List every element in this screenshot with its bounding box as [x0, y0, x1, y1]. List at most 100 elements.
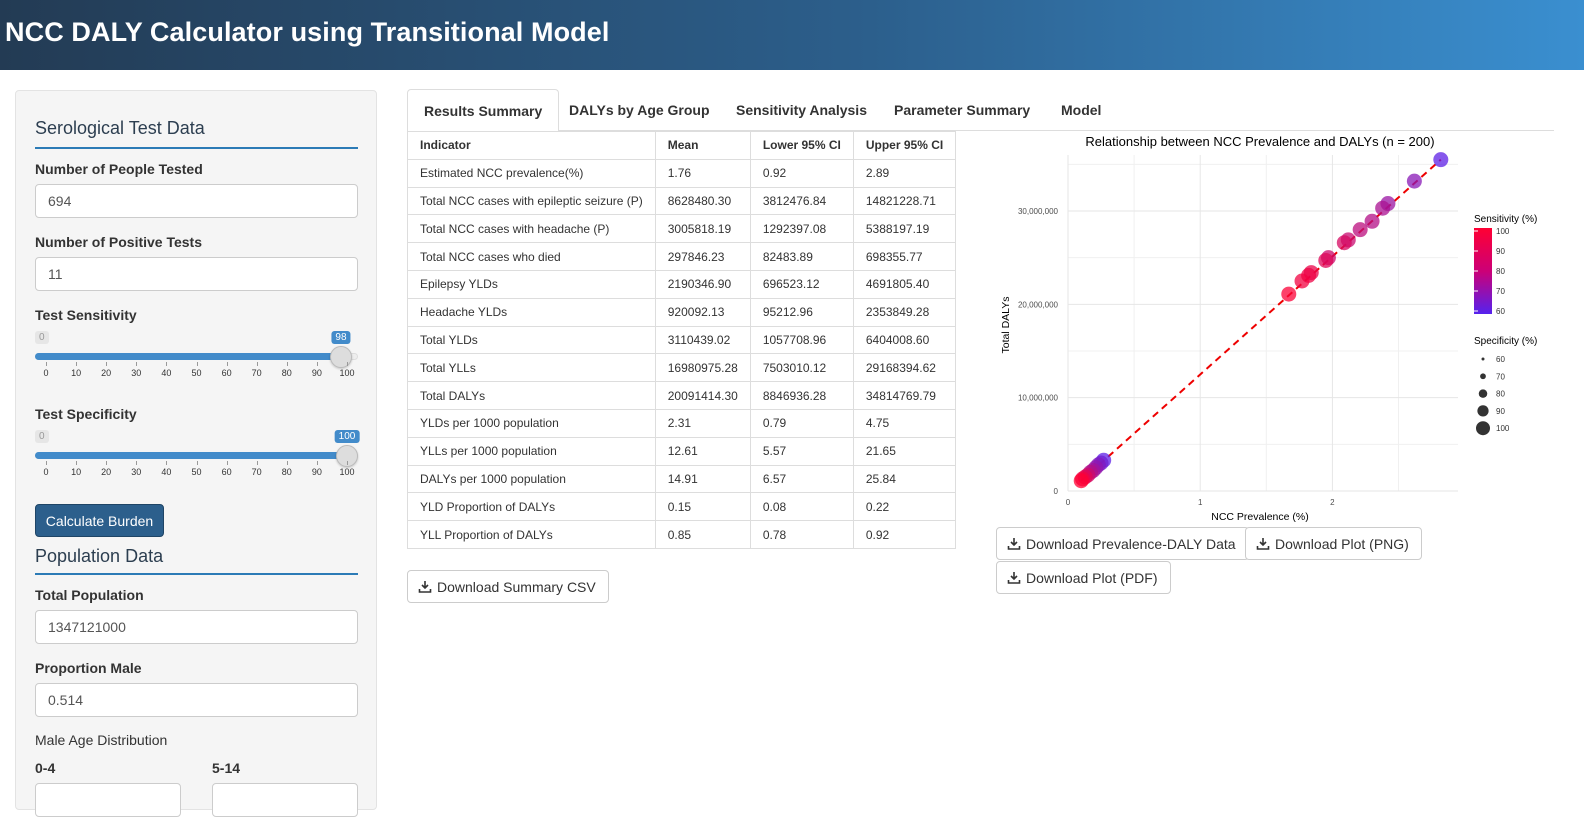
x-tick-label: 2 — [1330, 498, 1335, 507]
people-tested-label: Number of People Tested — [35, 161, 203, 177]
slider-tick — [226, 362, 228, 366]
slider-tick — [76, 362, 78, 366]
slider-tick — [136, 461, 138, 465]
table-cell: YLD Proportion of DALYs — [407, 492, 656, 522]
app-title: NCC DALY Calculator using Transitional M… — [5, 17, 610, 47]
sensitivity-legend-label: 80 — [1496, 267, 1505, 276]
table-cell: 1292397.08 — [749, 214, 854, 244]
proportion-male-label: Proportion Male — [35, 660, 142, 676]
total-population-input[interactable] — [35, 610, 358, 644]
table-cell: 0.15 — [654, 492, 751, 522]
table-cell: DALYs per 1000 population — [407, 464, 656, 494]
calculate-burden-button[interactable]: Calculate Burden — [35, 504, 164, 537]
slider-min-badge: 0 — [35, 430, 49, 443]
download-summary-csv-button[interactable]: Download Summary CSV — [407, 570, 609, 603]
table-row: YLD Proportion of DALYs 0.15 0.08 0.22 — [407, 492, 957, 522]
slider-tick — [256, 461, 258, 465]
slider-tick-label: 10 — [71, 368, 82, 378]
slider-tick-label: 100 — [339, 467, 355, 477]
data-point — [1294, 273, 1310, 289]
age-5-14-input[interactable] — [212, 783, 358, 817]
table-cell: Total NCC cases who died — [407, 242, 656, 271]
table-cell: 4691805.40 — [852, 269, 957, 299]
tab-dalys-by-age-group[interactable]: DALYs by Age Group — [569, 102, 710, 118]
y-tick-label: 30,000,000 — [1018, 207, 1059, 216]
table-cell: 2190346.90 — [654, 269, 751, 299]
slider-tick-label: 70 — [251, 467, 262, 477]
results-summary-table: Indicator Mean Lower 95% CI Upper 95% CI… — [407, 131, 957, 549]
specificity-slider[interactable]: 0 100 0 10 20 30 40 50 60 70 80 90 100 — [35, 430, 360, 490]
data-point — [1364, 213, 1380, 229]
sensitivity-legend-title: Sensitivity (%) — [1474, 214, 1537, 225]
table-cell: Total YLDs — [407, 325, 656, 355]
tab-sensitivity-analysis[interactable]: Sensitivity Analysis — [736, 102, 867, 118]
table-row: YLLs per 1000 population 12.61 5.57 21.65 — [407, 436, 957, 466]
section-divider — [35, 573, 358, 575]
age-5-14-label: 5-14 — [212, 760, 241, 776]
positive-tests-input[interactable] — [35, 257, 358, 291]
people-tested-input[interactable] — [35, 184, 358, 218]
plot-axes: 0 1 2 0 10,000,000 20,000,000 30,000,000 — [1018, 207, 1335, 507]
table-cell: 21.65 — [852, 436, 957, 466]
column-header: Lower 95% CI — [749, 131, 854, 160]
positive-tests-label: Number of Positive Tests — [35, 234, 203, 250]
download-prevalence-daly-data-button[interactable]: Download Prevalence-DALY Data — [996, 527, 1249, 560]
size-legend-key — [1477, 405, 1489, 417]
table-cell: 1057708.96 — [749, 325, 854, 355]
table-row: Estimated NCC prevalence(%) 1.76 0.92 2.89 — [407, 158, 957, 188]
proportion-male-input[interactable] — [35, 683, 358, 717]
x-axis-label: NCC Prevalence (%) — [1211, 511, 1308, 523]
table-cell: Total NCC cases with headache (P) — [407, 214, 656, 244]
data-point — [1352, 222, 1368, 238]
slider-fill — [35, 452, 347, 459]
table-cell: Total NCC cases with epileptic seizure (… — [407, 186, 656, 216]
specificity-label: Test Specificity — [35, 406, 137, 422]
button-label: Download Prevalence-DALY Data — [1026, 535, 1236, 552]
table-cell: 696523.12 — [749, 269, 854, 299]
slider-tick — [166, 461, 168, 465]
slider-tick — [347, 461, 348, 465]
slider-tick — [286, 362, 288, 366]
table-cell: Total DALYs — [407, 381, 656, 410]
prevalence-daly-scatter-plot: Relationship between NCC Prevalence and … — [1000, 134, 1537, 523]
column-header: Mean — [654, 131, 751, 160]
tab-model[interactable]: Model — [1061, 102, 1102, 118]
slider-tick — [106, 461, 108, 465]
table-cell: 1.76 — [654, 158, 751, 188]
table-row: YLDs per 1000 population 2.31 0.79 4.75 — [407, 408, 957, 438]
slider-handle[interactable] — [329, 346, 352, 368]
table-cell: YLL Proportion of DALYs — [407, 520, 656, 549]
data-point — [1318, 252, 1334, 268]
slider-tick — [196, 362, 198, 366]
y-axis-label: Total DALYs — [1000, 297, 1012, 354]
tab-results-summary[interactable]: Results Summary — [407, 89, 560, 132]
sensitivity-slider[interactable]: 0 98 0 10 20 30 40 50 60 70 80 90 100 — [35, 331, 358, 391]
table-cell: 0.78 — [749, 520, 854, 549]
download-plot-png-button[interactable]: Download Plot (PNG) — [1245, 527, 1422, 560]
tab-parameter-summary[interactable]: Parameter Summary — [894, 102, 1031, 118]
sensitivity-label: Test Sensitivity — [35, 307, 137, 323]
slider-tick-label: 20 — [101, 368, 112, 378]
table-row: Total DALYs 20091414.30 8846936.28 34814769… — [407, 381, 957, 410]
x-tick-label: 1 — [1198, 498, 1203, 507]
table-cell: 297846.23 — [654, 242, 751, 271]
population-section-title: Population Data — [35, 546, 164, 566]
button-label: Download Summary CSV — [437, 578, 596, 595]
slider-handle[interactable] — [336, 445, 358, 467]
age-0-4-input[interactable] — [35, 783, 181, 817]
table-cell: 25.84 — [852, 464, 957, 494]
slider-tick-label: 40 — [161, 368, 172, 378]
download-plot-pdf-button[interactable]: Download Plot (PDF) — [996, 561, 1171, 594]
specificity-legend-label: 60 — [1496, 355, 1505, 364]
plot-grid — [1067, 155, 1458, 492]
table-cell: 4.75 — [852, 408, 957, 438]
slider-tick-label: 0 — [43, 368, 49, 378]
table-cell: 698355.77 — [852, 242, 957, 271]
section-divider — [35, 147, 358, 149]
slider-tick-label: 90 — [311, 368, 322, 378]
table-cell: YLDs per 1000 population — [407, 408, 656, 438]
slider-tick — [46, 362, 47, 366]
slider-tick — [316, 461, 318, 465]
table-cell: 920092.13 — [654, 297, 751, 327]
data-point — [1406, 173, 1422, 189]
